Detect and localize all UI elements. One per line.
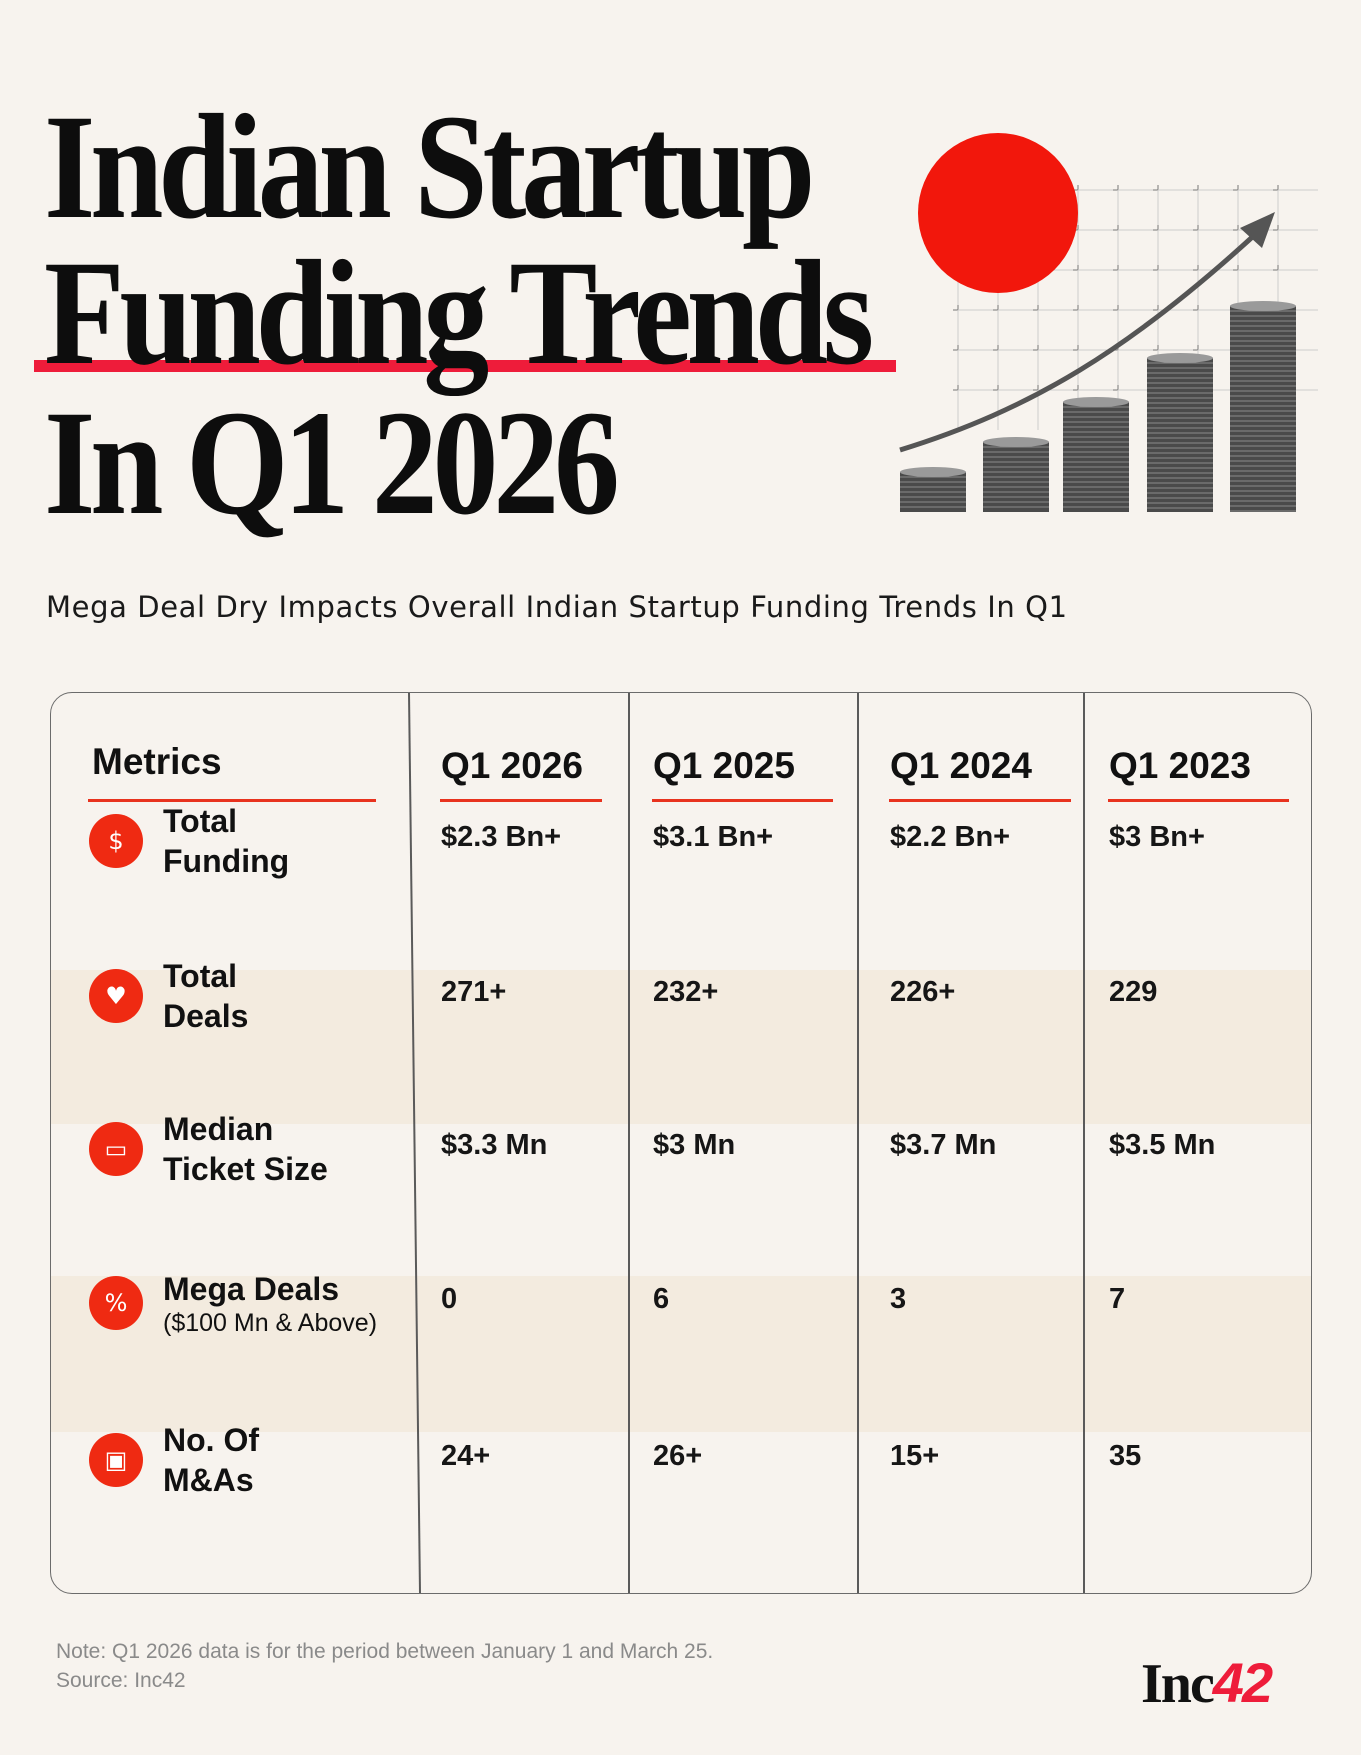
metric-text: Total Deals [163,956,248,1036]
title-underline [34,360,896,372]
column-divider [857,693,859,1593]
source-text: Source: Inc42 [56,1669,186,1692]
metric-label-line1: Total [163,803,238,839]
header-q1-2025: Q1 2025 [653,745,795,786]
table-cell: 24+ [441,1439,491,1472]
table-cell: $2.3 Bn+ [441,821,562,853]
table-cell: $3.5 Mn [1109,1129,1216,1161]
table-cell: 229 [1109,976,1158,1008]
coin-stack [1230,306,1296,512]
header-underline [440,799,602,802]
red-sun-circle [918,133,1078,293]
column-divider [628,693,630,1593]
column-divider [408,693,421,1593]
metric-label: ♥ Total Deals [89,956,248,1036]
metric-label: ▣ No. Of M&As [89,1420,259,1500]
metric-text: Total Funding [163,801,289,881]
growth-arrow [899,228,1262,453]
title-line-2: Funding Trends [44,230,874,396]
table-cell: $3.3 Mn [441,1129,548,1161]
table-cell: 3 [890,1283,907,1315]
table-cell: 7 [1109,1283,1126,1315]
discount-badge-icon: % [89,1276,143,1330]
ticket-icon: ▭ [89,1122,143,1176]
logo-number: 42 [1212,1651,1273,1714]
header-underline [88,799,376,802]
row-shade [51,1276,1311,1432]
table-cell: $3 Mn [653,1129,736,1161]
note-text: Note: Q1 2026 data is for the period bet… [56,1640,714,1663]
metric-label-line1: No. Of [163,1421,259,1458]
metric-text: No. Of M&As [163,1420,259,1500]
subtitle: Mega Deal Dry Impacts Overall Indian Sta… [46,590,1068,624]
metric-label-line1: Median [163,1111,274,1147]
metric-label-line2: M&As [163,1461,254,1498]
inc42-logo: Inc42 [1141,1650,1273,1716]
metric-label-line1: Mega Deals [163,1271,340,1307]
metric-label: $ Total Funding [89,801,289,881]
metric-text: Mega Deals ($100 Mn & Above) [163,1269,377,1337]
metric-label: % Mega Deals ($100 Mn & Above) [89,1263,377,1343]
metric-sublabel: ($100 Mn & Above) [163,1309,378,1337]
logo-text: Inc [1141,1653,1215,1715]
money-bag-icon: $ [89,814,143,868]
table-cell: 0 [441,1283,458,1315]
table-cell: 232+ [653,976,719,1008]
table-cell: $3.1 Bn+ [653,821,774,853]
column-divider [1083,693,1085,1593]
title-line-1: Indian Startup [44,84,815,250]
table-cell: 35 [1109,1439,1142,1472]
metric-label-line1: Total [163,958,238,994]
funding-table: Metrics Q1 2026 Q1 2025 Q1 2024 Q1 2023 … [50,692,1312,1594]
metric-label: ▭ Median Ticket Size [89,1109,328,1189]
table-cell: $3 Bn+ [1109,821,1205,853]
header-underline [652,799,833,802]
table-cell: $3.7 Mn [890,1129,997,1161]
header-underline [889,799,1071,802]
puzzle-merge-icon: ▣ [89,1432,143,1487]
title-line-3: In Q1 2026 [44,380,620,546]
table-cell: $2.2 Bn+ [890,821,1011,853]
metric-label-line2: Funding [163,843,290,879]
coin-stack [1147,358,1213,512]
row-shade [51,970,1311,1124]
table-cell: 271+ [441,976,507,1008]
header-underline [1108,799,1289,802]
table-cell: 26+ [653,1439,703,1472]
arrow-head [1240,212,1275,248]
header-metrics: Metrics [92,741,222,782]
header-q1-2024: Q1 2024 [890,745,1032,786]
coin-stacks-growth-illustration [899,133,1318,512]
metric-text: Median Ticket Size [163,1109,328,1189]
footnote: Note: Q1 2026 data is for the period bet… [56,1637,713,1695]
header-q1-2026: Q1 2026 [441,745,583,786]
metric-label-line2: Deals [163,998,249,1034]
table-cell: 15+ [890,1439,940,1472]
header-q1-2023: Q1 2023 [1109,745,1251,786]
table-cell: 226+ [890,976,956,1008]
metric-label-line2: Ticket Size [163,1151,328,1187]
handshake-icon: ♥ [89,969,143,1023]
table-cell: 6 [653,1283,670,1315]
